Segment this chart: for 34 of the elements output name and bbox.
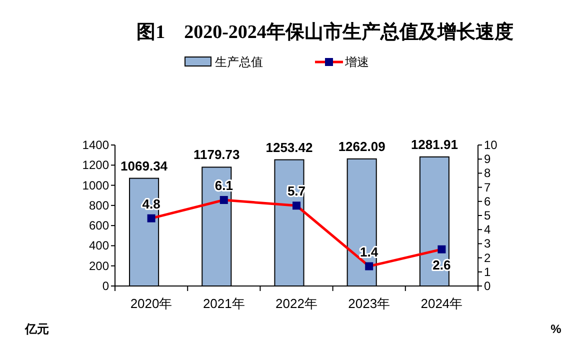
y2-tick-label: 2	[484, 250, 491, 265]
y2-tick-label: 0	[484, 279, 491, 293]
data-label: 1281.91	[410, 136, 458, 152]
y2-tick-label: 5	[484, 208, 491, 222]
data-label: 1253.42	[266, 140, 313, 155]
y2-tick-label: 9	[484, 152, 491, 166]
data-label: 1179.73	[194, 147, 240, 162]
y2-tick-label: 7	[484, 180, 491, 194]
legend-label: 生产总值	[215, 55, 263, 69]
y-axis-title: 亿元	[24, 322, 49, 336]
y-tick-label: 600	[88, 218, 110, 233]
y-tick-label: 1000	[82, 178, 110, 192]
x-tick-label: 2024年	[420, 296, 463, 311]
y-tick-label: 0	[102, 279, 110, 293]
y-tick-label: 200	[88, 258, 110, 273]
y2-tick-label: 4	[484, 222, 491, 237]
y2-tick-label: 3	[484, 236, 491, 251]
y-tick-label: 800	[88, 198, 110, 212]
y2-tick-label: 1	[484, 264, 491, 279]
y2-tick-label: 6	[484, 194, 491, 208]
x-tick-label: 2023年	[348, 296, 390, 311]
x-tick-label: 2022年	[276, 296, 318, 311]
y-tick-label: 1400	[82, 138, 110, 152]
x-tick-label: 2020年	[130, 296, 172, 311]
x-tick-label: 2021年	[202, 296, 245, 311]
y2-axis-title: %	[550, 322, 562, 336]
y2-tick-label: 8	[484, 166, 491, 180]
legend-label: 增速	[344, 55, 369, 69]
data-label: 1262.09	[338, 138, 386, 154]
y-tick-label: 1200	[82, 158, 110, 172]
y-tick-label: 400	[88, 238, 110, 253]
data-label: 1069.34	[120, 158, 168, 174]
y2-tick-label: 10	[484, 138, 498, 152]
chart-title: 图1 2020-2024年保山市生产总值及增长速度	[136, 21, 514, 43]
